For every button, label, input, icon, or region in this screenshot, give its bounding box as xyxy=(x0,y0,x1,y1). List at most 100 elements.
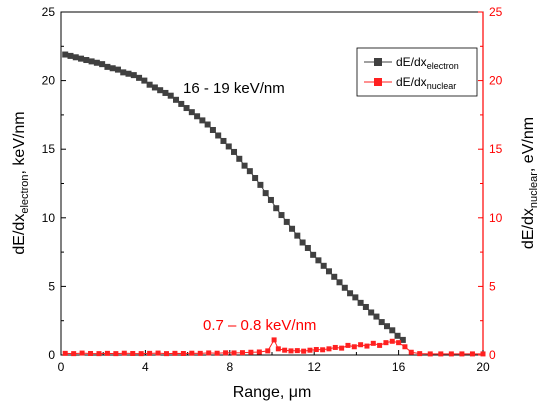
data-point-nuclear xyxy=(231,350,237,356)
data-point-electron xyxy=(157,87,164,94)
data-point-nuclear xyxy=(180,350,186,356)
data-point-electron xyxy=(273,205,280,212)
data-point-nuclear xyxy=(189,350,195,356)
data-point-electron xyxy=(325,268,332,275)
data-point-electron xyxy=(299,239,306,246)
data-point-electron xyxy=(352,294,359,301)
data-point-nuclear xyxy=(469,351,475,357)
left-y-axis-title: dE/dxelectron, keV/nm xyxy=(11,111,31,254)
data-point-electron xyxy=(289,225,296,232)
data-point-electron xyxy=(204,121,211,128)
data-point-electron xyxy=(262,190,269,197)
data-point-electron xyxy=(136,74,143,81)
data-point-electron xyxy=(336,279,343,286)
nuclear-annotation: 0.7 – 0.8 keV/nm xyxy=(203,317,316,334)
data-point-nuclear xyxy=(206,350,212,356)
data-point-electron xyxy=(399,336,406,343)
data-point-electron xyxy=(236,155,243,162)
data-point-nuclear xyxy=(358,342,364,348)
series-electron xyxy=(62,51,406,343)
data-point-electron xyxy=(114,66,121,73)
legend-label-nuclear: dE/dxnuclear xyxy=(396,75,456,91)
data-point-nuclear xyxy=(396,340,402,346)
x-tick-label: 16 xyxy=(392,360,406,374)
data-point-electron xyxy=(267,196,274,203)
data-point-nuclear xyxy=(271,337,277,343)
data-point-nuclear xyxy=(164,351,169,357)
data-point-nuclear xyxy=(307,347,313,353)
data-point-electron xyxy=(283,218,290,225)
data-point-electron xyxy=(389,327,396,334)
x-tick-label: 20 xyxy=(476,360,490,374)
data-point-nuclear xyxy=(448,351,454,357)
data-point-nuclear xyxy=(62,350,68,356)
data-point-electron xyxy=(331,273,338,280)
data-point-electron xyxy=(383,323,390,330)
data-point-nuclear xyxy=(138,351,144,357)
data-point-electron xyxy=(83,57,90,64)
data-point-nuclear xyxy=(113,351,119,357)
data-point-nuclear xyxy=(480,351,486,357)
data-point-electron xyxy=(72,54,79,61)
data-point-electron xyxy=(209,126,216,133)
data-point-electron xyxy=(320,262,327,269)
data-point-nuclear xyxy=(402,344,408,350)
data-point-nuclear xyxy=(339,345,345,351)
data-point-nuclear xyxy=(417,351,423,357)
data-point-nuclear xyxy=(282,347,288,353)
x-axis: 0 4 8 12 16 20 xyxy=(58,350,490,374)
right-y-axis-title: dE/dxnuclear, eV/nm xyxy=(520,117,540,249)
y-right-tick-label: 20 xyxy=(489,74,503,88)
data-point-nuclear xyxy=(71,351,77,357)
data-point-nuclear xyxy=(427,351,433,357)
data-point-electron xyxy=(194,113,201,120)
data-point-electron xyxy=(357,299,364,306)
data-point-electron xyxy=(362,303,369,310)
data-point-nuclear xyxy=(172,350,178,356)
left-y-axis: 0 5 10 15 20 25 xyxy=(42,5,66,362)
data-point-electron xyxy=(215,132,222,139)
data-point-nuclear xyxy=(408,349,414,355)
data-point-electron xyxy=(304,244,311,251)
data-point-nuclear xyxy=(288,348,294,354)
data-point-electron xyxy=(125,70,132,77)
data-point-electron xyxy=(141,77,148,84)
data-point-nuclear xyxy=(320,347,326,353)
data-point-nuclear xyxy=(438,351,444,357)
data-point-electron xyxy=(162,89,169,96)
data-point-electron xyxy=(130,72,137,79)
y-left-tick-label: 20 xyxy=(42,74,56,88)
x-tick-label: 12 xyxy=(308,360,322,374)
data-point-electron xyxy=(104,63,111,70)
y-left-tick-label: 5 xyxy=(48,279,55,293)
data-point-electron xyxy=(231,148,238,155)
data-point-electron xyxy=(373,313,380,320)
series-nuclear xyxy=(62,337,486,357)
data-point-electron xyxy=(347,290,354,297)
data-point-electron xyxy=(315,257,322,264)
y-left-tick-label: 0 xyxy=(48,348,55,362)
data-point-nuclear xyxy=(121,350,127,356)
y-right-tick-label: 0 xyxy=(489,348,496,362)
data-point-electron xyxy=(109,65,116,72)
data-point-nuclear xyxy=(326,346,332,352)
data-point-electron xyxy=(167,92,174,99)
data-point-nuclear xyxy=(332,344,338,350)
legend-box xyxy=(356,47,478,97)
data-point-nuclear xyxy=(345,342,351,348)
data-point-electron xyxy=(62,51,69,58)
y-right-tick-label: 25 xyxy=(489,5,503,19)
x-axis-title: Range, μm xyxy=(233,384,312,401)
legend-marker-electron xyxy=(374,58,382,66)
data-point-electron xyxy=(172,96,179,103)
data-point-nuclear xyxy=(313,347,319,353)
data-point-nuclear xyxy=(96,351,102,357)
data-point-electron xyxy=(199,117,206,124)
data-point-nuclear xyxy=(197,350,203,356)
data-point-nuclear xyxy=(383,340,389,346)
legend-marker-nuclear xyxy=(374,78,382,86)
data-point-electron xyxy=(246,168,253,175)
data-point-nuclear xyxy=(214,350,220,356)
data-point-nuclear xyxy=(104,350,110,356)
x-tick-label: 8 xyxy=(226,360,233,374)
